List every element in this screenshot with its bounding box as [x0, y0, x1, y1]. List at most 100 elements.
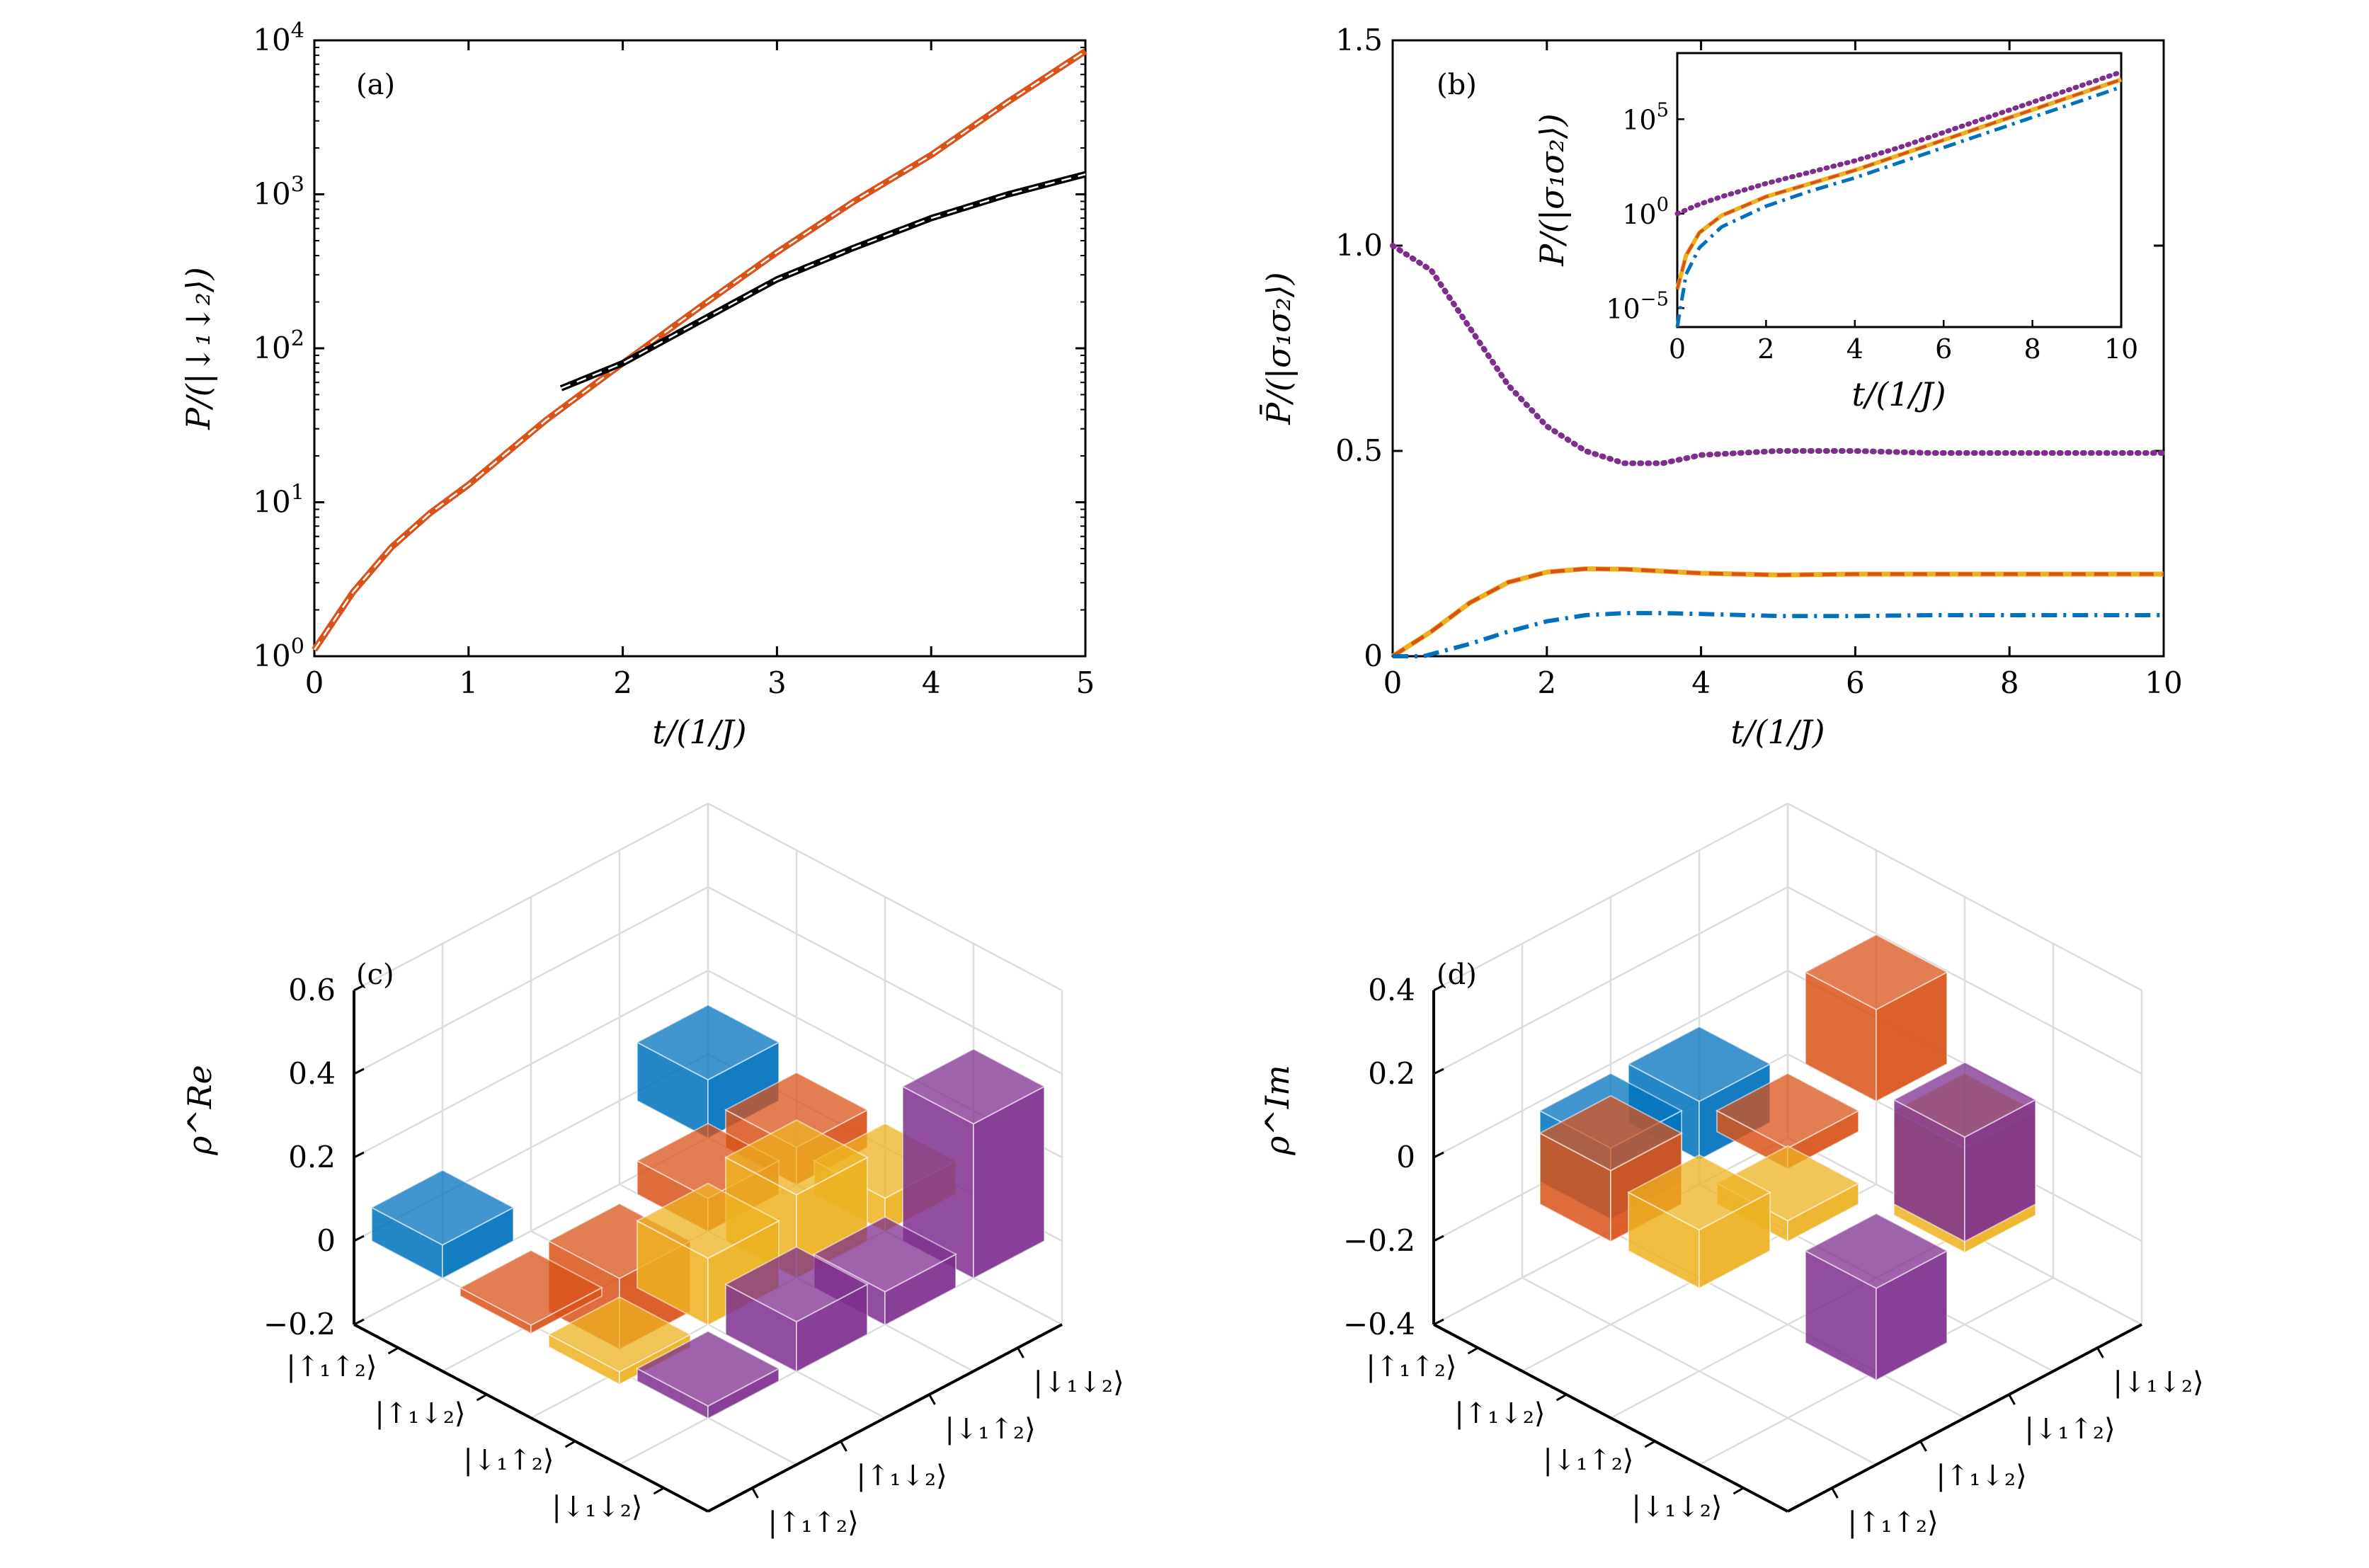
bar-top-face	[458, 1249, 604, 1326]
z-tick-label: 0	[1396, 1140, 1415, 1174]
bar-top-face	[370, 1169, 515, 1246]
bar-r1-c3	[1803, 934, 1949, 1103]
inset-series-dashed-red	[1676, 78, 2122, 290]
a-x-tick-label: 0	[305, 665, 324, 700]
row-tick-mark	[1644, 1440, 1656, 1448]
row-label: |↓₁↑₂⟩	[463, 1444, 554, 1477]
inset-y-axis-label: P/(|σ₁σ₂⟩)	[1533, 113, 1571, 266]
bar-top-face	[1626, 1026, 1772, 1102]
a-x-tick-label: 3	[767, 665, 787, 700]
b-x-tick-label: 8	[2000, 665, 2019, 700]
z-tick-mark	[353, 1235, 365, 1242]
z-tick-label: 0.2	[1368, 1056, 1415, 1091]
panel-d-z-axis-label: ρ^Im	[1258, 1065, 1296, 1155]
inset-x-tick-label: 10	[2104, 333, 2138, 365]
bar-r0-c0	[370, 1169, 515, 1280]
panel-a-x-axis-label: t/(1/J)	[652, 713, 746, 751]
row-label: |↑₁↓₂⟩	[1454, 1397, 1545, 1430]
bar-r3-c0	[635, 1330, 781, 1420]
z-tick-mark	[1433, 984, 1444, 992]
bar-top-face	[1803, 1213, 1949, 1289]
a-x-tick-label: 5	[1076, 665, 1095, 700]
bar-top-face	[635, 1004, 781, 1081]
bar-top-face	[724, 1119, 869, 1196]
a-y-tick-label: 104	[253, 18, 304, 57]
z-tick-label: 0.6	[288, 973, 336, 1007]
row-tick-mark	[564, 1440, 576, 1448]
row-axis-line	[1433, 1323, 1788, 1513]
col-label: |↑₁↑₂⟩	[1848, 1506, 1939, 1539]
b-y-tick-label: 0.5	[1335, 433, 1383, 468]
a-y-tick-label: 102	[253, 326, 304, 365]
row-tick-mark	[653, 1487, 665, 1495]
panel-a-log-line-chart: 0 1 2 3 4 5 100 101 102 103 104 (a) t/(1/J) P/(|↓₁…	[179, 18, 1095, 751]
bar-r3-c1	[1803, 1213, 1949, 1382]
a-x-tick-label: 1	[459, 665, 478, 700]
b-series-dotted-purple	[1390, 243, 2167, 467]
a-x-tick-label: 4	[922, 665, 941, 700]
b-y-tick-label: 0	[1364, 639, 1383, 673]
panel-c-label: (c)	[356, 958, 394, 991]
panel-b-x-axis-label: t/(1/J)	[1730, 713, 1825, 751]
col-tick-mark	[751, 1487, 759, 1499]
b-x-tick-label: 4	[1691, 665, 1711, 700]
a-y-tick-label: 103	[253, 173, 304, 212]
a-x-tick-label: 2	[613, 665, 632, 700]
col-label: |↑₁↑₂⟩	[768, 1506, 859, 1539]
col-axis-line	[1787, 1323, 2142, 1513]
z-tick-label: −0.4	[1343, 1307, 1415, 1341]
a-y-tick-label: 101	[253, 481, 304, 520]
inset-x-tick-label: 0	[1669, 333, 1686, 365]
z-tick-label: 0	[316, 1223, 336, 1258]
panel-b-label: (b)	[1437, 69, 1477, 101]
inset-x-axis-label: t/(1/J)	[1851, 375, 1946, 413]
bar-top-face	[635, 1182, 781, 1259]
z-tick-label: −0.2	[263, 1307, 336, 1341]
b-y-tick-label: 1.5	[1335, 23, 1383, 57]
row-tick-mark	[1732, 1487, 1745, 1495]
z-tick-mark	[353, 1151, 365, 1159]
col-label: |↓₁↑₂⟩	[2025, 1413, 2116, 1446]
panel-d-3d-bar-chart: 0.4 0.2 0 −0.2 −0.4 |↑₁↑₂⟩ |↑₁↓₂⟩ |↓₁↑₂⟩ |↓₁↓₂⟩…	[1258, 802, 2204, 1539]
panel-b-axes-box	[1391, 39, 2165, 658]
z-tick-label: 0.4	[288, 1056, 336, 1091]
col-tick-mark	[2008, 1394, 2016, 1405]
panel-a-label: (a)	[356, 69, 395, 101]
bar-top-face	[1715, 1072, 1861, 1149]
b-x-tick-label: 2	[1537, 665, 1556, 700]
inset-y-tick-label: 100	[1622, 194, 1669, 230]
bar-top-face	[1803, 934, 1949, 1011]
panel-b-inset-log-chart: 0 2 4 6 8 10 10−5 100 105 t/(1/J) P/(|σ₁σ₂⟩)	[1533, 52, 2138, 413]
inset-x-tick-label: 4	[1846, 333, 1863, 365]
bar-top-face	[1892, 1061, 2038, 1138]
z-tick-mark	[1433, 1068, 1444, 1075]
b-series-dash-overlay	[1391, 566, 2164, 658]
bar-top-face	[1626, 1154, 1772, 1231]
b-y-tick-label: 1.0	[1335, 228, 1383, 263]
bar-r1-c0	[1538, 1094, 1684, 1243]
col-label: |↑₁↓₂⟩	[857, 1460, 947, 1492]
row-tick-mark	[1555, 1393, 1568, 1402]
panel-c-3d-bar-chart: 0.6 0.4 0.2 0 −0.2 |↑₁↑₂⟩ |↑₁↓₂⟩ |↓₁↑₂⟩ |↓₁↓₂⟩ |…	[181, 802, 1124, 1539]
col-label: |↑₁↓₂⟩	[1936, 1460, 2027, 1492]
z-tick-mark	[353, 1068, 365, 1075]
inset-x-tick-label: 8	[2024, 333, 2041, 365]
inset-series-dotted-purple	[1674, 69, 2124, 217]
col-axis-line	[707, 1323, 1063, 1513]
z-tick-mark	[1433, 1235, 1444, 1242]
inset-y-tick-label: 10−5	[1606, 288, 1669, 324]
z-tick-mark	[1433, 1318, 1444, 1326]
panel-a-axes-box	[313, 39, 1087, 658]
col-label: |↓₁↓₂⟩	[1034, 1366, 1124, 1399]
col-label: |↓₁↓₂⟩	[2113, 1366, 2204, 1399]
bar-top-face	[724, 1071, 869, 1148]
bar-top-face	[901, 1048, 1046, 1125]
b-series-dashdot-blue	[1393, 611, 2164, 658]
z-tick-label: 0.4	[1368, 973, 1415, 1007]
a-series-dash-orange	[313, 50, 1086, 651]
b-x-tick-label: 0	[1383, 665, 1403, 700]
row-label: |↑₁↑₂⟩	[1366, 1351, 1456, 1383]
panel-c-z-axis-label: ρ^Re	[181, 1065, 219, 1155]
col-tick-mark	[1919, 1441, 1927, 1452]
